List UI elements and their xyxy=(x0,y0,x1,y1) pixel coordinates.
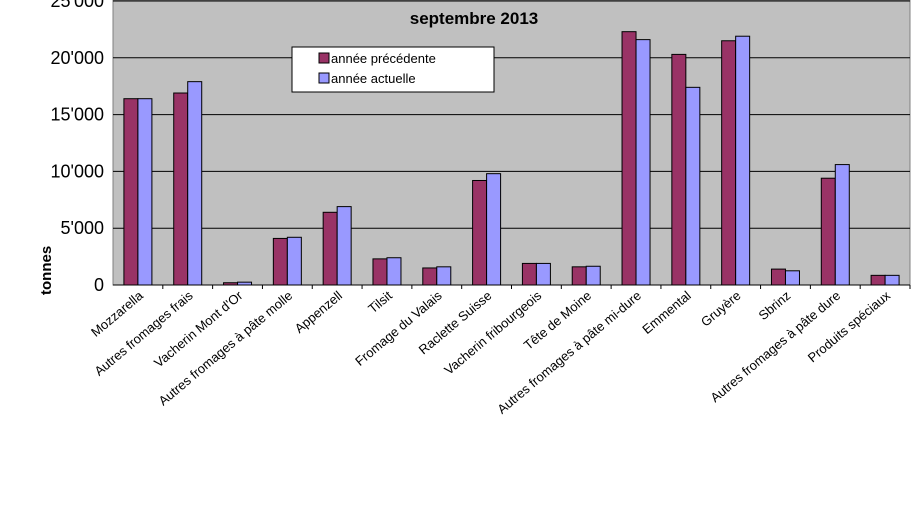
x-category-label: Fromage du Valais xyxy=(352,287,445,368)
x-category-label: Produits spéciaux xyxy=(805,287,894,365)
legend-label-current-year: année actuelle xyxy=(331,71,416,86)
bar-current-year xyxy=(884,274,900,286)
bar-current-year xyxy=(834,164,850,286)
y-tick-label: 25'000 xyxy=(51,0,105,11)
bar-current-year xyxy=(436,266,452,286)
bar-current-year xyxy=(237,281,253,286)
bar-current-year xyxy=(635,39,651,286)
bar-previous-year xyxy=(770,268,786,286)
bar-current-year xyxy=(187,81,203,286)
bar-current-year xyxy=(784,270,800,286)
bar-current-year xyxy=(386,257,402,286)
y-axis-ticks: 0 5'000 10'000 15'000 20'000 25'000 xyxy=(51,0,105,295)
bar-previous-year xyxy=(820,177,836,286)
bar-current-year xyxy=(535,262,551,286)
bar-previous-year xyxy=(621,31,637,286)
legend-label-previous-year: année précédente xyxy=(331,51,436,66)
bar-previous-year xyxy=(372,258,388,286)
bar-previous-year xyxy=(272,237,288,286)
x-category-label: Vacherin Mont d'Or xyxy=(151,287,246,370)
bars xyxy=(123,31,911,289)
y-tick-label: 10'000 xyxy=(51,161,105,181)
bar-previous-year xyxy=(870,274,886,286)
y-axis-label: tonnes xyxy=(38,246,55,295)
bar-previous-year xyxy=(173,92,189,286)
bar-previous-year xyxy=(671,53,687,286)
bar-current-year xyxy=(735,35,751,286)
bar-current-year xyxy=(585,265,601,286)
legend: année précédente année actuelle xyxy=(291,46,495,93)
bar-previous-year xyxy=(422,267,438,286)
x-category-label: Appenzell xyxy=(292,288,345,336)
bar-current-year xyxy=(336,206,352,286)
bar-previous-year xyxy=(521,262,537,286)
bar-current-year xyxy=(685,86,701,286)
y-tick-label: 20'000 xyxy=(51,48,105,68)
plot-area xyxy=(112,0,911,286)
x-category-label: Tilsit xyxy=(365,288,395,317)
chart-title: septembre 2013 xyxy=(410,9,539,28)
y-tick-label: 0 xyxy=(94,275,104,295)
bar-previous-year xyxy=(223,282,239,286)
legend-swatch-previous-year xyxy=(318,52,330,64)
x-category-label: Sbrinz xyxy=(756,288,794,323)
y-tick-label: 15'000 xyxy=(51,105,105,125)
bar-current-year xyxy=(286,236,302,286)
bar-current-year xyxy=(486,173,502,286)
x-category-label: Gruyère xyxy=(698,288,744,330)
x-category-label: Vacherin fribourgeois xyxy=(441,287,544,377)
x-category-label: Emmental xyxy=(639,288,694,337)
bar-current-year xyxy=(137,98,153,286)
legend-swatch-current-year xyxy=(318,72,330,84)
bar-previous-year xyxy=(322,211,338,286)
bar-previous-year xyxy=(721,40,737,286)
bar-previous-year xyxy=(571,266,587,286)
bar-previous-year xyxy=(123,98,139,286)
y-tick-label: 5'000 xyxy=(61,218,104,238)
bar-previous-year xyxy=(472,179,488,286)
